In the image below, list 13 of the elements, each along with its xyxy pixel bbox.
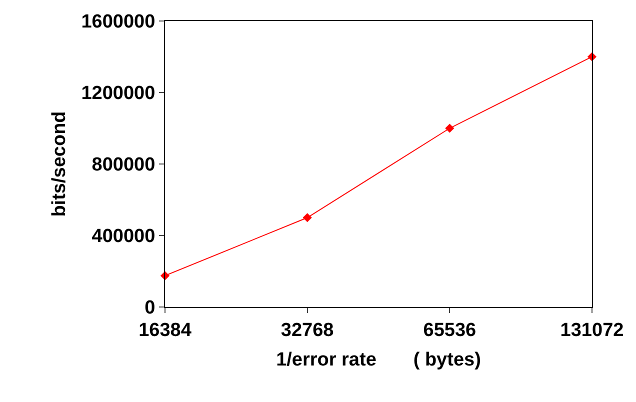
y-tick-label: 800000 (92, 154, 156, 176)
x-axis-title: 1/error rate ( bytes) (276, 350, 481, 371)
x-tick-label: 65536 (423, 320, 476, 341)
y-tick-label: 1200000 (81, 83, 156, 104)
x-tick-label: 16384 (138, 320, 192, 341)
x-tick-label: 131072 (560, 320, 624, 341)
point (302, 213, 312, 222)
y-tick-label: 0 (144, 298, 156, 319)
y-tick-label: 400000 (92, 226, 156, 248)
x-tick-label: 32768 (280, 320, 334, 341)
y-axis-title: bits/second (49, 111, 70, 217)
y-tick-label: 1600000 (81, 12, 156, 33)
point (445, 124, 454, 133)
